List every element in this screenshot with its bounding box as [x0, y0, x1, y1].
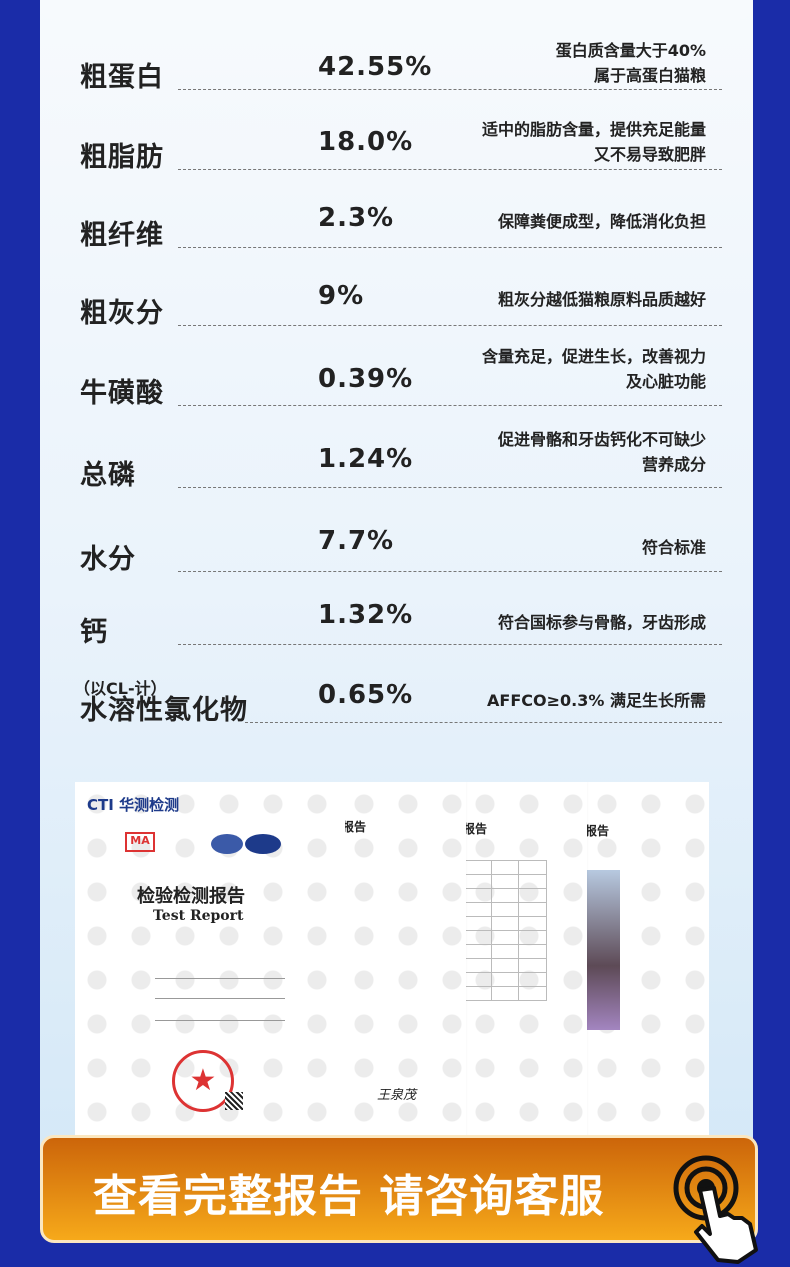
report-cover: CTI 华测检测 MA 检验检测报告 Test Report ★	[75, 782, 345, 1138]
nutrient-value: 2.3%	[318, 203, 395, 233]
nutrient-desc: AFFCO≥0.3% 满足生长所需	[487, 691, 706, 710]
nutrient-name: 牛磺酸	[80, 378, 164, 409]
dashed-divider	[178, 487, 722, 488]
product-photo	[585, 870, 620, 1030]
dashed-divider	[178, 89, 722, 90]
nutrient-row: 总磷 1.24% 促进骨骼和牙齿钙化不可缺少 营养成分	[0, 406, 790, 491]
nutrient-name: 粗纤维	[80, 220, 164, 251]
nutrient-row: 钙 1.32% 符合国标参与骨骼，牙齿形成	[0, 572, 790, 648]
nutrient-value: 42.55%	[318, 52, 433, 82]
nutrient-desc: 含量充足，促进生长，改善视力 及心脏功能	[481, 347, 706, 391]
nutrient-name: 钙	[80, 617, 108, 648]
dashed-divider	[245, 722, 722, 723]
cma-icon: MA	[125, 832, 155, 852]
dashed-divider	[178, 325, 722, 326]
nutrient-desc: 保障粪便成型，降低消化负担	[497, 212, 706, 231]
nutrient-name: 总磷	[80, 460, 136, 491]
dashed-divider	[178, 571, 722, 572]
nutrient-desc: 粗灰分越低猫粮原料品质越好	[497, 290, 706, 309]
official-seal-icon: ★	[172, 1050, 234, 1112]
nutrient-value: 9%	[318, 281, 365, 311]
signature: 王泉茂	[377, 1088, 417, 1103]
dashed-divider	[178, 644, 722, 645]
nutrient-row: 粗蛋白 42.55% 蛋白质含量大于40% 属于高蛋白猫粮	[0, 10, 790, 93]
report-page-1: 报告 王泉茂	[342, 782, 466, 1138]
nutrient-row: 粗灰分 9% 粗灰分越低猫粮原料品质越好	[0, 248, 790, 329]
nutrient-desc: 符合标准	[641, 538, 706, 557]
nutrient-row: 粗脂肪 18.0% 适中的脂肪含量，提供充足能量 又不易导致肥胖	[0, 90, 790, 173]
ilac-icon	[211, 834, 243, 854]
report-title-cn: 检验检测报告	[137, 886, 245, 907]
nutrient-desc: 符合国标参与骨骼，牙齿形成	[497, 613, 706, 632]
dashed-divider	[178, 405, 722, 406]
nutrient-name: 水分	[80, 544, 136, 575]
nutrient-value: 0.65%	[318, 680, 414, 710]
nutrient-unit-note: （以CL-计）	[74, 679, 167, 698]
nutrient-value: 7.7%	[318, 526, 395, 556]
cti-logo: CTI 华测检测	[87, 796, 180, 814]
nutrient-value: 1.24%	[318, 444, 414, 474]
nutrient-name: 粗脂肪	[80, 142, 164, 173]
nutrient-desc: 促进骨骼和牙齿钙化不可缺少 营养成分	[497, 430, 706, 474]
report-page-3: 报告	[585, 782, 709, 1138]
nutrient-name: 水溶性氯化物	[80, 695, 248, 726]
nutrient-value: 18.0%	[318, 127, 414, 157]
report-table	[463, 860, 547, 1001]
cnas-icon	[245, 834, 281, 854]
nutrient-row: 水分 7.7% 符合标准	[0, 488, 790, 575]
button-label: 查看完整报告 请咨询客服	[93, 1171, 605, 1222]
nutrient-name: 粗灰分	[80, 298, 164, 329]
dashed-divider	[178, 247, 722, 248]
nutrient-value: 0.39%	[318, 364, 414, 394]
nutrient-row: 粗纤维 2.3% 保障粪便成型，降低消化负担	[0, 170, 790, 251]
dashed-divider	[178, 169, 722, 170]
view-full-report-button[interactable]: 查看完整报告 请咨询客服	[40, 1135, 758, 1243]
nutrient-desc: 适中的脂肪含量，提供充足能量 又不易导致肥胖	[481, 120, 706, 164]
qr-code-icon	[225, 1092, 243, 1110]
report-page-2: 报告	[463, 782, 587, 1138]
nutrient-name: 粗蛋白	[80, 62, 164, 93]
nutrient-row: 牛磺酸 0.39% 含量充足，促进生长，改善视力 及心脏功能	[0, 326, 790, 409]
test-report-images: 报告 报告 报告 王泉茂 CTI 华测检测 MA 检验检测报告 Test Rep…	[75, 782, 709, 1138]
nutrient-value: 1.32%	[318, 600, 414, 630]
nutrient-desc: 蛋白质含量大于40% 属于高蛋白猫粮	[555, 41, 706, 85]
report-title-en: Test Report	[153, 908, 244, 924]
tap-hand-icon	[673, 1155, 758, 1264]
nutrient-row: （以CL-计） 水溶性氯化物 0.65% AFFCO≥0.3% 满足生长所需	[0, 645, 790, 726]
